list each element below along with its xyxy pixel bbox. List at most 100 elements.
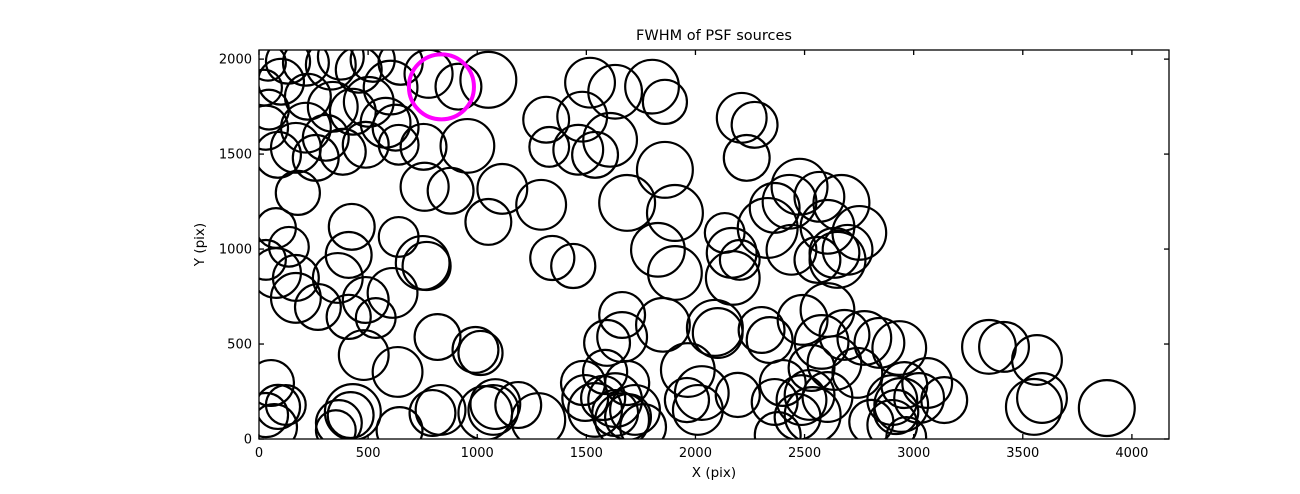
psf-source-circle bbox=[598, 173, 657, 232]
psf-source-circle bbox=[259, 57, 306, 106]
psf-source-circle bbox=[885, 415, 928, 439]
psf-source-circle bbox=[267, 225, 310, 268]
psf-source-circle bbox=[304, 50, 357, 91]
psf-source-circle bbox=[750, 377, 799, 426]
psf-source-circle bbox=[259, 130, 302, 179]
psf-source-circle bbox=[341, 275, 390, 324]
psf-source-circle bbox=[783, 368, 836, 421]
psf-source-circle bbox=[641, 78, 689, 125]
psf-source-circle bbox=[522, 95, 571, 144]
psf-source-circle bbox=[401, 240, 452, 292]
psf-source-circle bbox=[581, 348, 629, 396]
psf-source-circle bbox=[469, 378, 522, 431]
psf-source-circle bbox=[366, 266, 419, 319]
psf-source-circle bbox=[494, 380, 543, 430]
psf-source-circle bbox=[293, 282, 342, 332]
psf-source-circle bbox=[259, 104, 290, 151]
x-tick-label: 2500 bbox=[788, 446, 821, 461]
chart-title: FWHM of PSF sources bbox=[636, 28, 792, 44]
psf-source-circle bbox=[327, 202, 376, 251]
psf-source-circle bbox=[663, 376, 711, 424]
psf-source-circle bbox=[457, 329, 504, 377]
psf-source-circle bbox=[753, 411, 802, 439]
psf-source-circle bbox=[528, 125, 571, 168]
psf-source-circle bbox=[745, 316, 794, 365]
psf-source-circle bbox=[673, 365, 730, 421]
psf-source-circle bbox=[818, 308, 871, 361]
psf-source-circle bbox=[737, 305, 786, 354]
psf-source-circle bbox=[476, 162, 529, 215]
psf-source-circle bbox=[399, 161, 450, 212]
psf-source-circle bbox=[342, 75, 395, 128]
psf-source-circle bbox=[853, 316, 906, 369]
x-tick-label: 500 bbox=[356, 446, 381, 461]
psf-source-circle bbox=[324, 230, 373, 279]
psf-source-circle bbox=[359, 96, 412, 149]
y-tick-label: 1500 bbox=[219, 148, 252, 163]
psf-source-circle bbox=[705, 226, 758, 279]
psf-source-circle bbox=[634, 296, 691, 353]
psf-source-circle bbox=[467, 383, 520, 436]
psf-source-circle bbox=[326, 391, 375, 439]
psf-source-circle bbox=[459, 50, 518, 109]
psf-source-circle bbox=[871, 320, 928, 376]
psf-source-circle bbox=[426, 166, 475, 215]
psf-source-circle bbox=[556, 90, 609, 143]
psf-source-circle bbox=[259, 391, 290, 439]
psf-source-circle bbox=[334, 50, 383, 94]
psf-source-circle bbox=[866, 398, 919, 439]
x-tick-label: 4000 bbox=[1115, 446, 1148, 461]
psf-source-circle bbox=[408, 388, 457, 437]
psf-source-circle bbox=[598, 290, 647, 339]
psf-source-circle bbox=[978, 320, 1030, 373]
psf-source-circle bbox=[371, 345, 424, 398]
psf-source-circle bbox=[269, 271, 322, 324]
psf-source-circle bbox=[464, 197, 513, 246]
psf-source-circle bbox=[873, 388, 920, 436]
psf-source-circle bbox=[403, 50, 454, 99]
tick-labels-layer: 0 500 1000 1500 2000 2500 3000 3500 4000 0 500 1000… bbox=[219, 53, 1149, 461]
psf-source-circle bbox=[571, 130, 620, 179]
psf-source-circle bbox=[328, 87, 377, 136]
psf-source-circle bbox=[645, 183, 704, 243]
psf-circles-layer bbox=[259, 50, 1136, 439]
psf-source-circle bbox=[793, 170, 846, 223]
psf-source-circle bbox=[1004, 377, 1063, 436]
psf-source-circle bbox=[274, 169, 321, 216]
psf-source-circle bbox=[515, 178, 568, 231]
psf-source-circle bbox=[609, 383, 661, 436]
psf-source-circle bbox=[325, 293, 372, 341]
psf-source-circle bbox=[371, 103, 420, 152]
psf-source-circle bbox=[1077, 379, 1136, 438]
psf-source-circle bbox=[783, 386, 842, 439]
y-tick-label: 1000 bbox=[219, 243, 252, 258]
psf-source-circle bbox=[758, 358, 807, 407]
psf-source-circle bbox=[259, 68, 284, 107]
psf-source-circle bbox=[801, 371, 854, 424]
psf-source-circle bbox=[893, 371, 946, 424]
psf-source-circle bbox=[439, 117, 496, 174]
psf-source-circle bbox=[337, 329, 390, 382]
psf-source-circle bbox=[529, 234, 576, 282]
psf-source-circle bbox=[1010, 334, 1063, 386]
psf-source-circle bbox=[341, 120, 390, 169]
x-tick-label: 0 bbox=[255, 446, 263, 461]
psf-source-circle bbox=[714, 371, 761, 419]
psf-source-circle bbox=[259, 358, 296, 407]
psf-source-circle bbox=[314, 399, 363, 439]
x-tick-label: 1500 bbox=[570, 446, 603, 461]
y-tick-label: 2000 bbox=[219, 53, 252, 68]
psf-source-circle bbox=[765, 223, 818, 276]
psf-source-circle bbox=[619, 403, 668, 439]
psf-source-circle bbox=[722, 133, 771, 182]
axes-layer bbox=[258, 49, 1170, 440]
psf-source-circle bbox=[281, 50, 330, 87]
psf-source-circle bbox=[920, 376, 969, 425]
plot-border bbox=[258, 49, 1170, 440]
psf-source-circle bbox=[776, 293, 829, 346]
psf-source-circle bbox=[624, 58, 680, 115]
psf-source-circle bbox=[836, 310, 893, 366]
psf-source-circle bbox=[775, 374, 828, 427]
psf-source-circle bbox=[451, 325, 500, 374]
